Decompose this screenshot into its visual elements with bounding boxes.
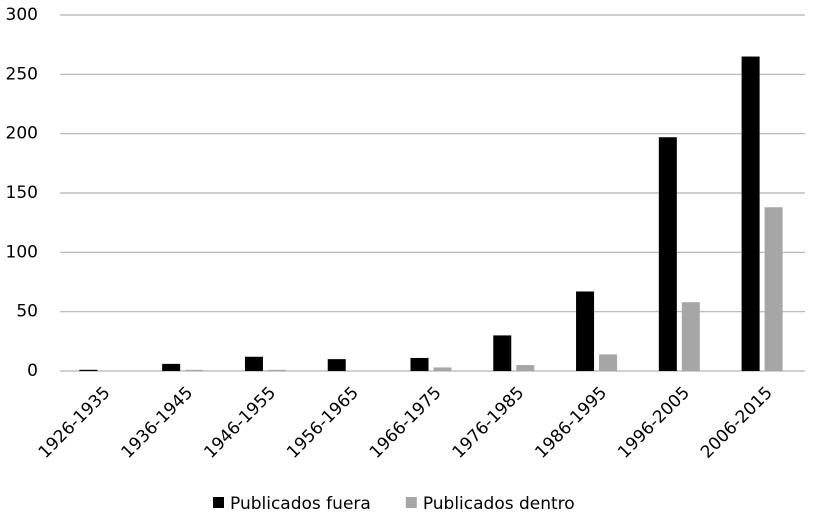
bar	[576, 291, 595, 371]
y-tick-label: 200	[6, 124, 38, 144]
legend-label: Publicados dentro	[423, 494, 575, 514]
bar	[433, 367, 452, 371]
y-tick-label: 50	[16, 302, 38, 322]
bar	[79, 369, 98, 371]
bar	[741, 56, 760, 372]
y-tick-label: 250	[6, 64, 38, 84]
bar	[185, 369, 204, 371]
y-tick-label: 150	[6, 183, 38, 203]
legend-swatch	[213, 497, 224, 508]
bar	[764, 207, 783, 371]
x-tick-label: 2006-2015	[697, 383, 777, 463]
bar	[410, 357, 429, 371]
legend-label: Publicados fuera	[230, 494, 371, 514]
x-tick-label: 1966-1975	[366, 383, 446, 463]
y-tick-label: 100	[6, 242, 38, 262]
x-tick-label: 1996-2005	[614, 383, 694, 463]
bar	[493, 335, 512, 371]
x-tick-label: 1956-1965	[283, 383, 363, 463]
bar	[162, 363, 181, 371]
bar	[327, 359, 346, 371]
x-tick-label: 1926-1935	[35, 383, 115, 463]
bar	[267, 369, 286, 371]
legend-swatch	[405, 497, 417, 508]
x-tick-label: 1936-1945	[118, 383, 198, 463]
bar	[244, 356, 263, 371]
x-tick-label: 1986-1995	[531, 383, 611, 463]
bar	[681, 302, 700, 371]
bar	[516, 365, 535, 371]
bar	[599, 354, 618, 371]
bar	[658, 137, 677, 371]
y-tick-label: 300	[6, 5, 38, 25]
x-tick-label: 1976-1985	[449, 383, 529, 463]
x-tick-label: 1946-1955	[200, 383, 280, 463]
y-tick-label: 0	[27, 361, 38, 381]
